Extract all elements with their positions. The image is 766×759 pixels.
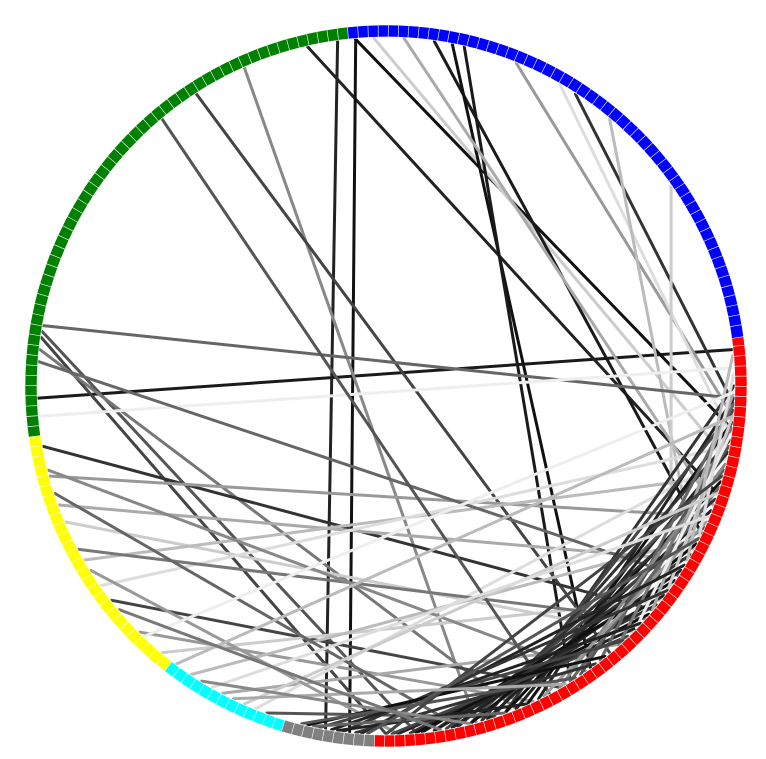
edge-62 xyxy=(617,426,733,647)
edge-79 xyxy=(685,354,735,562)
edge-13 xyxy=(558,83,733,436)
edge-11 xyxy=(574,92,735,406)
edge-20 xyxy=(38,348,518,711)
edge-16 xyxy=(195,92,612,655)
edge-8 xyxy=(324,39,340,731)
edge-17 xyxy=(41,324,736,400)
edges-layer xyxy=(36,36,736,736)
edge-83 xyxy=(243,492,719,706)
edge-32 xyxy=(254,456,728,711)
edge-78 xyxy=(312,711,507,728)
edge-88 xyxy=(200,679,472,726)
edge-35 xyxy=(37,360,680,577)
edge-10 xyxy=(402,37,715,507)
node-blue xyxy=(729,324,744,339)
edge-3 xyxy=(306,45,719,495)
edge-37 xyxy=(46,468,588,673)
edge-12 xyxy=(514,61,735,418)
edge-84 xyxy=(210,514,711,689)
edge-57 xyxy=(408,603,658,735)
edge-38 xyxy=(53,492,460,728)
edge-72 xyxy=(330,621,642,732)
node-ring xyxy=(24,24,748,748)
edge-1 xyxy=(354,37,733,430)
edge-22 xyxy=(48,474,711,518)
edge-39 xyxy=(89,568,400,736)
edge-26 xyxy=(99,444,731,588)
edge-34 xyxy=(37,366,735,418)
edge-7 xyxy=(348,37,358,734)
edge-85 xyxy=(175,414,735,666)
edge-86 xyxy=(142,390,736,638)
edge-82 xyxy=(366,537,701,735)
edge-80 xyxy=(697,372,736,541)
edge-2 xyxy=(372,36,728,460)
edge-89 xyxy=(117,608,442,732)
edge-21 xyxy=(41,444,655,612)
